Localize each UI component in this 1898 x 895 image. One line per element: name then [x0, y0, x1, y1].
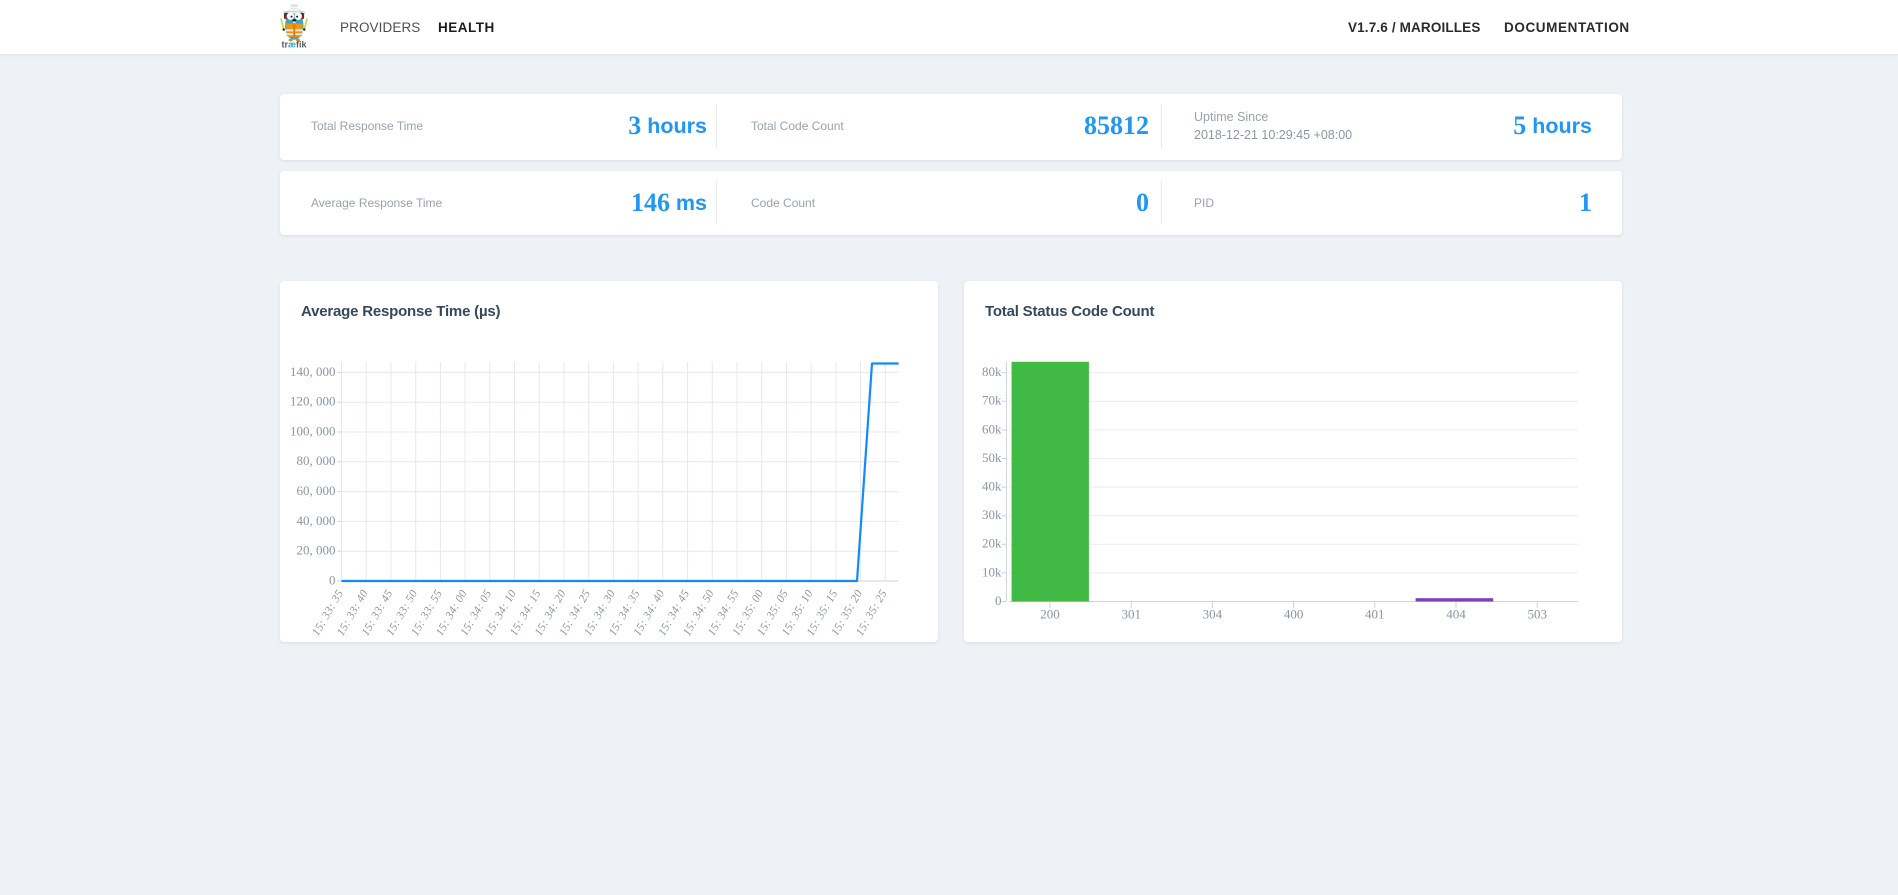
svg-text:20k: 20k [982, 536, 1002, 551]
svg-text:40, 000: 40, 000 [297, 513, 336, 528]
svg-text:træfik: træfik [281, 40, 307, 50]
svg-text:120, 000: 120, 000 [290, 394, 336, 409]
svg-text:50k: 50k [982, 450, 1002, 465]
svg-text:404: 404 [1446, 607, 1466, 622]
svg-text:60, 000: 60, 000 [297, 483, 336, 498]
svg-text:140, 000: 140, 000 [290, 364, 336, 379]
svg-text:80, 000: 80, 000 [297, 453, 336, 468]
svg-text:200: 200 [1040, 607, 1060, 622]
svg-text:80k: 80k [982, 364, 1002, 379]
svg-text:503: 503 [1527, 607, 1547, 622]
svg-text:30k: 30k [982, 507, 1002, 522]
svg-text:301: 301 [1121, 607, 1141, 622]
svg-text:10k: 10k [982, 564, 1002, 579]
svg-text:60k: 60k [982, 421, 1002, 436]
svg-text:304: 304 [1203, 607, 1223, 622]
svg-text:100, 000: 100, 000 [290, 423, 336, 438]
svg-text:0: 0 [329, 572, 336, 587]
svg-text:20, 000: 20, 000 [297, 543, 336, 558]
svg-text:40k: 40k [982, 479, 1002, 494]
svg-text:70k: 70k [982, 393, 1002, 408]
svg-text:401: 401 [1365, 607, 1385, 622]
svg-text:400: 400 [1284, 607, 1304, 622]
svg-text:0: 0 [995, 593, 1002, 608]
